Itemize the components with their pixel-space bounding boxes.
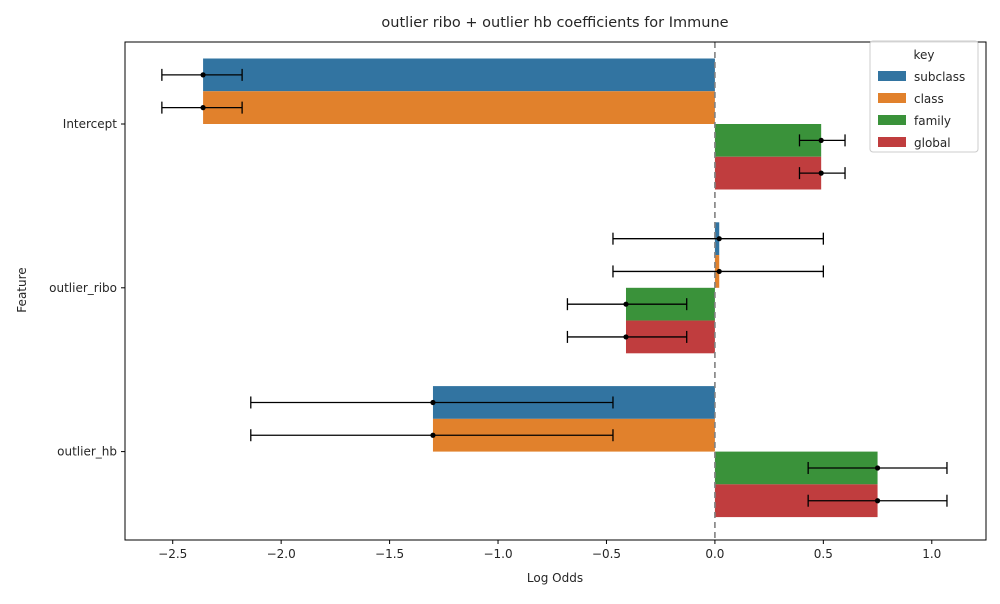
legend-swatch-subclass bbox=[878, 71, 906, 81]
point-class-outlier_ribo bbox=[716, 268, 722, 275]
bar-class-Intercept bbox=[203, 91, 715, 124]
point-subclass-outlier_ribo bbox=[716, 236, 722, 242]
legend: key subclass class family global bbox=[869, 40, 979, 153]
x-tick-label: −1.0 bbox=[483, 547, 512, 561]
point-family-Intercept bbox=[818, 137, 824, 143]
legend-label-family: family bbox=[914, 114, 951, 128]
chart-title: outlier ribo + outlier hb coefficients f… bbox=[381, 15, 728, 31]
legend-label-class: class bbox=[914, 92, 944, 106]
legend-swatch-global bbox=[878, 137, 906, 147]
point-global-Intercept bbox=[818, 170, 824, 176]
y-tick-label: outlier_ribo bbox=[49, 281, 117, 295]
legend-label-global: global bbox=[914, 136, 951, 150]
legend-label-subclass: subclass bbox=[914, 70, 965, 84]
legend-title: key bbox=[913, 48, 934, 62]
point-family-outlier_ribo bbox=[623, 301, 629, 307]
axes-frame bbox=[124, 41, 987, 541]
point-subclass-outlier_hb bbox=[430, 399, 436, 406]
point-subclass-Intercept bbox=[200, 72, 206, 78]
x-tick-label: 0.0 bbox=[705, 547, 724, 561]
point-class-outlier_hb bbox=[430, 432, 436, 438]
plot-area: −2.5 −2.0 −1.5 −1.0 −0.5 0.0 0.5 1.0 Intercept ou… bbox=[49, 41, 987, 561]
point-class-Intercept bbox=[200, 105, 206, 111]
y-axis-label: Feature bbox=[15, 267, 29, 312]
y-tick-label: outlier_hb bbox=[57, 445, 117, 459]
x-tick-label: 0.5 bbox=[814, 547, 833, 561]
point-global-outlier_ribo bbox=[623, 334, 629, 340]
point-family-outlier_hb bbox=[874, 465, 881, 471]
point-global-outlier_hb bbox=[874, 498, 881, 504]
x-axis-label: Log Odds bbox=[527, 571, 583, 585]
y-tick-label: Intercept bbox=[63, 117, 118, 131]
legend-swatch-class bbox=[878, 93, 906, 103]
x-tick-label: −2.0 bbox=[267, 547, 296, 561]
x-tick-label: −0.5 bbox=[592, 547, 621, 561]
bar-subclass-Intercept bbox=[203, 58, 715, 92]
x-tick-label: −2.5 bbox=[158, 547, 187, 561]
x-tick-label: 1.0 bbox=[922, 547, 941, 561]
x-tick-label: −1.5 bbox=[375, 547, 404, 561]
legend-swatch-family bbox=[878, 115, 906, 125]
